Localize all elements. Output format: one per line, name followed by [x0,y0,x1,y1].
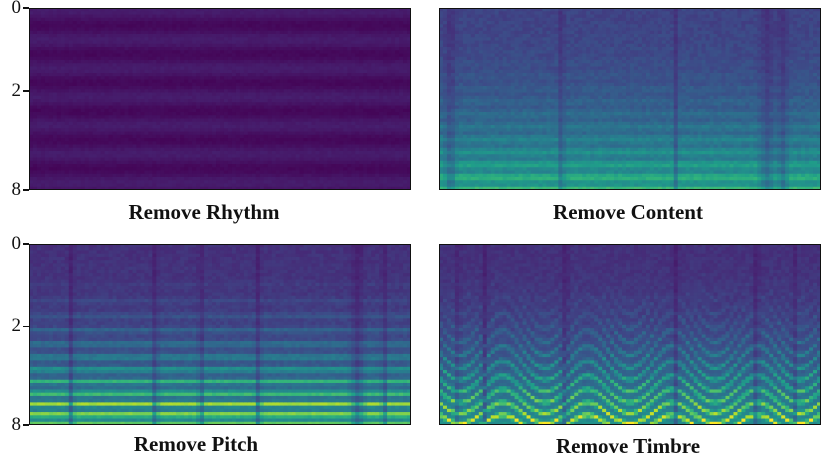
spectrogram-cell [308,187,313,190]
spectrogram-cell [37,187,42,190]
spectrogram-cell [252,187,257,190]
spectrogram-cell [224,187,229,190]
spectrogram-cell [53,187,58,190]
spectrogram-cell [339,187,344,190]
spectrogram-cell [77,187,82,190]
spectrogram-cell [200,187,205,190]
spectrogram-cell [268,187,273,190]
spectrogram-cell [292,187,297,190]
spectrogram-cell [57,187,62,190]
spectrogram-cell [105,187,110,190]
spectrogram-cell [240,187,245,190]
spectrogram-cell [280,187,285,190]
spectrogram-cell [228,187,233,190]
spectrogram-cell [164,187,169,190]
spectrogram-panel-1 [29,8,411,190]
spectrogram-cell [140,187,145,190]
spectrogram-cell [288,187,293,190]
spectrogram-cell [284,187,289,190]
spectrogram-cell [276,187,281,190]
spectrogram-cell [220,187,225,190]
spectrogram-cell [41,187,46,190]
spectrogram-cell [327,187,332,190]
spectrogram-cell [97,187,102,190]
spectrogram-cell [81,187,86,190]
spectrogram-cell [323,187,328,190]
spectrogram-cell [176,187,181,190]
spectrogram-cell [117,187,122,190]
spectrogram-cell [192,187,197,190]
spectrogram-cell [272,187,277,190]
spectrogram-cell [180,187,185,190]
spectrogram-cell [375,187,380,190]
spectrogram-cell [204,187,209,190]
spectrogram-image-1 [29,8,411,190]
spectrogram-cell [212,187,217,190]
spectrogram-cell [73,187,78,190]
spectrogram-cell [208,187,213,190]
spectrogram-cell [316,187,321,190]
spectrogram-cell [355,187,360,190]
spectrogram-cell [69,187,74,190]
spectrogram-cell [379,187,384,190]
spectrogram-cell [260,187,265,190]
spectrogram-cell [248,187,253,190]
spectrogram-cell [160,187,165,190]
spectrogram-cell [168,187,173,190]
spectrogram-cell [300,187,305,190]
spectrogram-cell [128,187,133,190]
spectrogram-cell [232,187,237,190]
spectrogram-cell [216,187,221,190]
spectrogram-cell [156,187,161,190]
spectrogram-cell [264,187,269,190]
spectrogram-cell [101,187,106,190]
spectrogram-cell [152,187,157,190]
spectrogram-cell [363,187,368,190]
spectrogram-cell [93,187,98,190]
spectrogram-cell [148,187,153,190]
spectrogram-cell [351,187,356,190]
spectrogram-cell [89,187,94,190]
spectrogram-cell [113,187,118,190]
spectrogram-cell [196,187,201,190]
spectrogram-cell [172,187,177,190]
spectrogram-cell [236,187,241,190]
spectrogram-cell [319,187,324,190]
spectrogram-cell [61,187,66,190]
spectrogram-cell [335,187,340,190]
spectrogram-cell [188,187,193,190]
spectrogram-cell [33,187,38,190]
spectrogram-cell [136,187,141,190]
spectrogram-cell [109,187,114,190]
spectrogram-cell [244,187,249,190]
spectrogram-cell [45,187,50,190]
spectrogram-cell [312,187,317,190]
spectrogram-cell [29,187,34,190]
spectrogram-cell [132,187,137,190]
spectrogram-cell [359,187,364,190]
spectrogram-cell [343,187,348,190]
spectrogram-cell [296,187,301,190]
spectrogram-cell [184,187,189,190]
spectrogram-cell [331,187,336,190]
spectrogram-cell [304,187,309,190]
spectrogram-cell [121,187,126,190]
spectrogram-cell [65,187,70,190]
spectrogram-cell [347,187,352,190]
spectrogram-cell [144,187,149,190]
spectrogram-cell [367,187,372,190]
spectrogram-cell [371,187,376,190]
spectrogram-cell [125,187,130,190]
spectrogram-cell [49,187,54,190]
spectrogram-cell [85,187,90,190]
spectrogram-cell [256,187,261,190]
